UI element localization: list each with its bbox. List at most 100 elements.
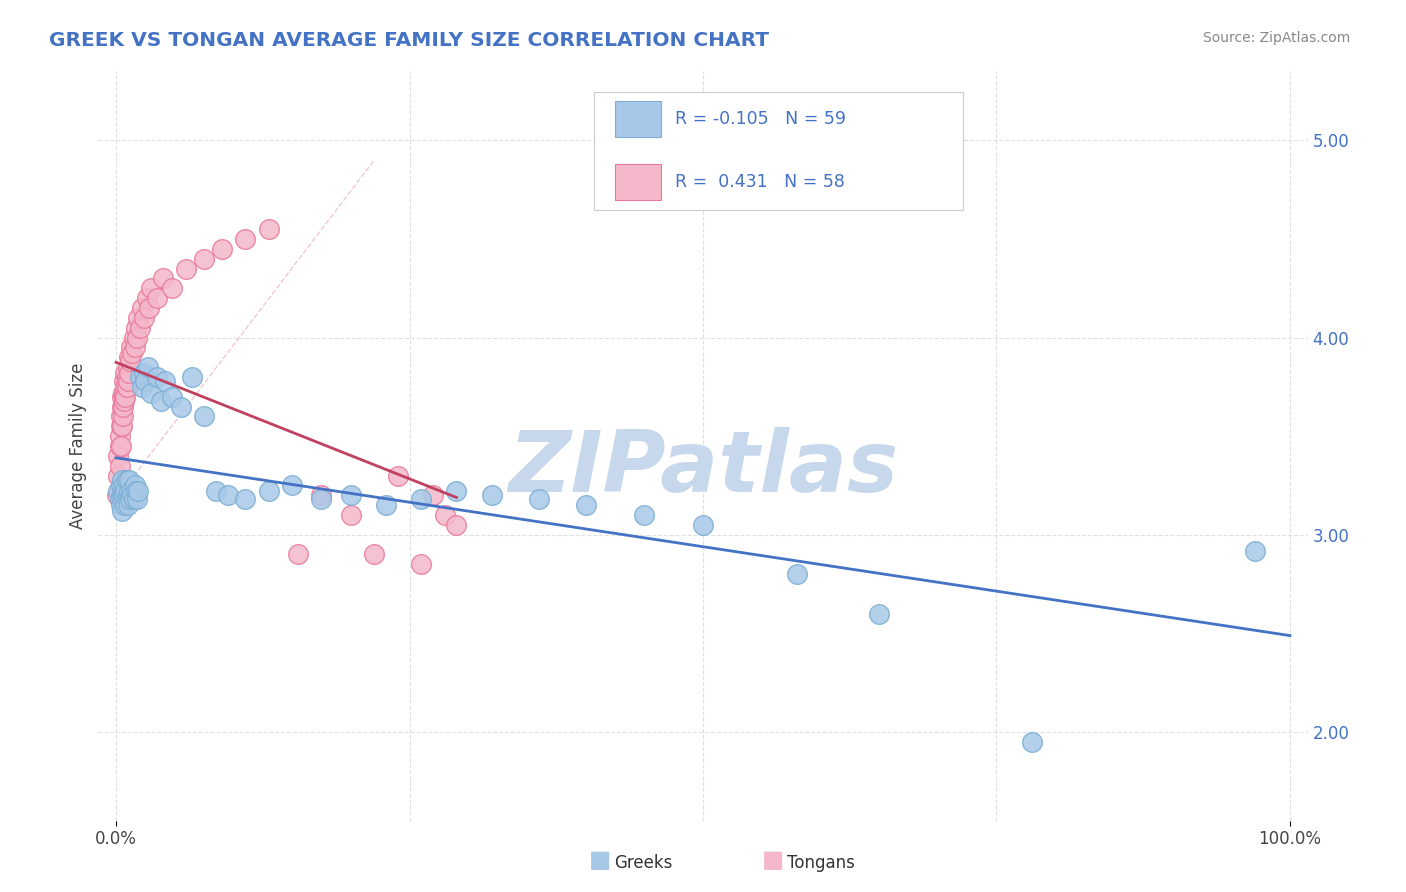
Text: GREEK VS TONGAN AVERAGE FAMILY SIZE CORRELATION CHART: GREEK VS TONGAN AVERAGE FAMILY SIZE CORR… [49,31,769,50]
Point [128,320,150,334]
Point [193,252,215,266]
Point [111,473,134,487]
Point [217,488,239,502]
Point [124,340,146,354]
Point [115,492,138,507]
Point [1243,543,1265,558]
Point [115,370,138,384]
Point [181,370,204,384]
Text: Source: ZipAtlas.com: Source: ZipAtlas.com [1202,31,1350,45]
Point [117,360,139,375]
Point [111,400,134,414]
Point [127,310,149,325]
Point [433,508,456,522]
Point [111,419,134,434]
Bar [614,164,661,200]
Point [115,380,138,394]
Point [121,346,143,360]
Point [633,508,655,522]
Point [204,484,226,499]
Point [114,498,136,512]
Text: ■: ■ [589,848,612,872]
Point [118,351,141,365]
Point [120,340,142,354]
Point [105,488,128,502]
Point [233,232,256,246]
Point [411,558,433,572]
Point [122,492,145,507]
Point [118,484,141,499]
Point [162,390,184,404]
Point [111,390,134,404]
Point [125,320,148,334]
Point [141,385,163,400]
Point [446,484,468,499]
Point [311,488,333,502]
Point [127,492,149,507]
Text: ■: ■ [762,848,785,872]
Point [138,301,160,315]
Point [1021,735,1043,749]
Point [112,400,135,414]
Point [112,478,135,492]
Point [363,548,385,562]
Point [108,458,131,473]
Point [124,478,146,492]
Point [134,374,156,388]
Point [117,498,139,512]
Point [117,488,139,502]
Point [136,360,159,375]
Point [340,488,363,502]
Point [121,488,143,502]
Point [146,370,169,384]
Point [112,374,135,388]
Point [134,310,156,325]
Point [114,366,136,380]
Point [287,548,309,562]
Point [169,400,191,414]
Point [110,478,132,492]
Point [107,484,129,499]
Point [112,484,135,499]
Text: ZIPatlas: ZIPatlas [508,427,898,510]
Point [114,380,136,394]
Point [422,488,444,502]
Point [112,393,135,408]
Point [233,492,256,507]
Point [120,492,142,507]
Point [114,390,136,404]
Point [311,492,333,507]
Point [340,508,363,522]
Point [692,517,714,532]
Point [155,374,177,388]
Point [108,492,131,507]
Point [118,473,141,487]
Point [127,330,149,344]
Point [112,385,135,400]
Point [193,409,215,424]
Point [481,488,503,502]
Point [162,281,184,295]
Point [868,607,890,621]
Point [257,222,280,236]
Point [387,468,409,483]
Point [281,478,304,492]
Point [149,393,172,408]
FancyBboxPatch shape [595,92,963,210]
Point [111,488,134,502]
Text: R =  0.431   N = 58: R = 0.431 N = 58 [675,173,845,191]
Point [375,498,398,512]
Point [527,492,550,507]
Point [146,291,169,305]
Bar [614,102,661,137]
Point [120,354,142,368]
Point [135,291,157,305]
Point [108,439,131,453]
Point [107,449,129,463]
Point [107,468,129,483]
Point [110,409,132,424]
Point [111,504,134,518]
Point [110,419,132,434]
Y-axis label: Average Family Size: Average Family Size [69,363,87,529]
Point [112,390,135,404]
